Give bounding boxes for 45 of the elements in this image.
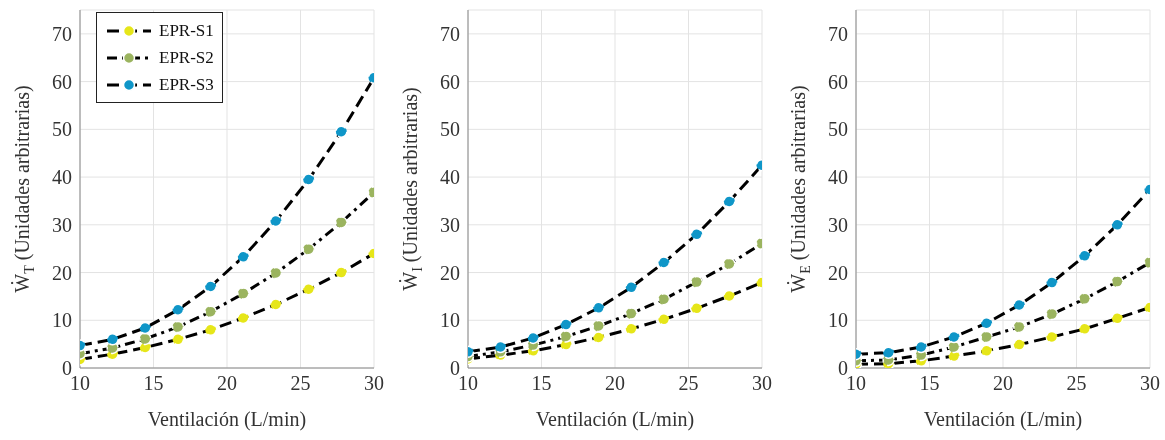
y-tick-label: 0 (62, 357, 72, 380)
y-tick-label: 20 (440, 261, 460, 284)
y-tick-label: 20 (52, 261, 72, 284)
x-tick-label: 25 (678, 372, 699, 395)
x-axis-title: Ventilación (L/min) (147, 408, 307, 431)
x-tick-label: 15 (143, 372, 164, 395)
y-tick-label: 60 (440, 70, 460, 93)
y-tick-label: 60 (828, 70, 848, 93)
y-tick-label: 40 (828, 166, 848, 189)
y-tick-label: 30 (440, 213, 460, 236)
y-tick-label: 10 (440, 309, 460, 332)
x-tick-label: 15 (919, 372, 940, 395)
y-tick-label: 10 (828, 309, 848, 332)
y-tick-label: 50 (828, 118, 848, 141)
y-tick-label: 30 (828, 213, 848, 236)
x-tick-label: 10 (70, 372, 90, 395)
y-tick-label: 50 (440, 118, 460, 141)
y-tick-label: 20 (828, 261, 848, 284)
y-tick-label: 30 (52, 213, 72, 236)
x-tick-label: 25 (290, 372, 311, 395)
y-tick-label: 70 (828, 22, 848, 45)
x-tick-label: 10 (458, 372, 478, 395)
x-axis-title: Ventilación (L/min) (535, 408, 695, 431)
x-tick-label: 20 (217, 372, 237, 395)
y-tick-label: 70 (52, 22, 72, 45)
y-tick-label: 50 (52, 118, 72, 141)
x-tick-label: 15 (531, 372, 552, 395)
y-tick-label: 70 (440, 22, 460, 45)
x-tick-label: 25 (1066, 372, 1087, 395)
legend-label: EPR-S2 (159, 47, 214, 68)
x-tick-label: 10 (846, 372, 866, 395)
legend-label: EPR-S3 (159, 74, 214, 95)
x-tick-label: 30 (1140, 372, 1160, 395)
y-tick-label: 40 (52, 166, 72, 189)
x-axis-title: Ventilación (L/min) (923, 408, 1083, 431)
y-tick-label: 0 (450, 357, 460, 380)
y-tick-label: 0 (838, 357, 848, 380)
y-tick-label: 10 (52, 309, 72, 332)
legend-label: EPR-S1 (159, 20, 214, 41)
x-tick-label: 30 (752, 372, 772, 395)
x-tick-label: 30 (364, 372, 384, 395)
y-tick-label: 40 (440, 166, 460, 189)
y-tick-label: 60 (52, 70, 72, 93)
x-tick-label: 20 (993, 372, 1013, 395)
x-tick-label: 20 (605, 372, 625, 395)
